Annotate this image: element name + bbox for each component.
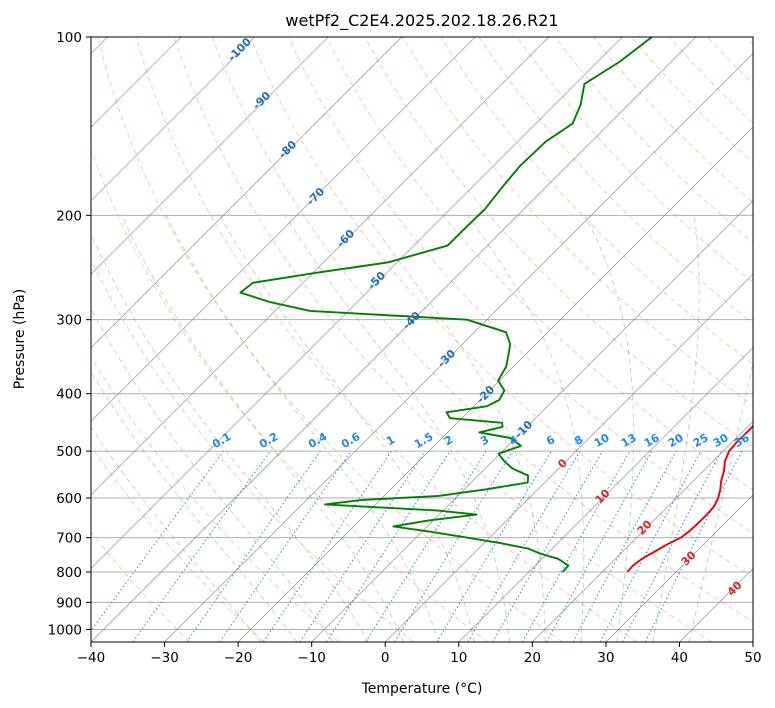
- moist-adiabat-line: [219, 215, 475, 642]
- mixing-ratio-line: [394, 450, 514, 642]
- x-axis: −40 −30 −20 −10 0 10 20 30 40 50: [77, 642, 762, 666]
- isotherm-line: [91, 37, 476, 422]
- mixing-ratio-line: [263, 450, 392, 642]
- profile-lines: [239, 37, 753, 573]
- isotherm-line: [91, 37, 403, 349]
- chart-title: wetPf2_C2E4.2025.202.18.26.R21: [285, 11, 558, 31]
- mixing-ratio-line: [299, 450, 426, 642]
- dry-adiabat-line: [91, 258, 414, 642]
- mixing-ratio-line: [186, 450, 321, 642]
- isotherm-line: [458, 347, 753, 642]
- moist-adiabat-line: [91, 232, 369, 642]
- y-tick-label: 900: [56, 595, 82, 611]
- mixing-ratio-line: [91, 450, 224, 632]
- isotherm-line: [91, 37, 623, 570]
- x-tick-label: 50: [744, 650, 761, 666]
- moist-adiabat-line: [652, 215, 700, 642]
- dry-adiabat-line: [402, 37, 753, 407]
- moist-adiabat-line: [467, 215, 585, 642]
- y-tick-label: 100: [56, 30, 82, 46]
- isotherm-line: [91, 37, 550, 496]
- mixing-ratio-line: [219, 450, 352, 642]
- mixing-ratio-line: [326, 450, 451, 642]
- moist-adiabat-line: [284, 215, 511, 642]
- y-tick-label: 200: [56, 208, 82, 224]
- dry-adiabat-line: [91, 445, 265, 642]
- x-tick-label: 30: [597, 650, 614, 666]
- mixing-ratio-line: [132, 450, 271, 642]
- x-tick-label: −30: [150, 650, 179, 666]
- plot-frame: [90, 36, 754, 643]
- isotherm-line: [91, 37, 255, 202]
- y-tick-label: 700: [56, 531, 82, 547]
- x-tick-label: −10: [297, 650, 326, 666]
- y-axis: 100 200 300 400 500 600 700 800 900 1000: [48, 30, 91, 638]
- dry-adiabat-line: [97, 37, 563, 642]
- moist-adiabat-line: [91, 307, 334, 642]
- dewpoint-profile-line: [239, 37, 653, 573]
- dry-adiabat-line: [211, 37, 753, 623]
- dry-adiabat-line: [91, 531, 191, 642]
- x-tick-label: −40: [77, 650, 106, 666]
- y-axis-label: Pressure (hPa): [12, 289, 28, 389]
- moist-adiabat-line: [688, 360, 753, 642]
- moist-adiabat-line: [584, 215, 635, 642]
- isotherm-line: [311, 200, 753, 642]
- mixing-ratio-line: [546, 450, 653, 642]
- y-tick-label: 400: [56, 387, 82, 403]
- isotherm-line: [91, 37, 329, 275]
- moist-adiabat-line: [365, 215, 546, 642]
- background-lines: [91, 37, 753, 642]
- temperature-profile-line: [626, 424, 753, 573]
- dry-adiabat-line: [440, 37, 753, 365]
- x-tick-label: 40: [671, 650, 688, 666]
- y-tick-label: 600: [56, 491, 82, 507]
- dry-adiabat-line: [91, 355, 340, 642]
- dry-adiabat-line: [287, 37, 753, 534]
- y-tick-label: 300: [56, 313, 82, 329]
- y-tick-label: 500: [56, 444, 82, 460]
- isotherm-line: [91, 37, 697, 642]
- x-tick-label: 10: [450, 650, 467, 666]
- isotherm-line: [605, 494, 753, 642]
- isotherm-line: [532, 420, 753, 642]
- x-tick-label: 20: [524, 650, 541, 666]
- mixing-ratio-line: [572, 450, 677, 642]
- isotherm-line: [164, 52, 753, 642]
- y-tick-label: 1000: [48, 622, 82, 638]
- dry-adiabat-line: [135, 37, 638, 642]
- moist-adiabat-line: [91, 370, 298, 642]
- x-tick-label: 0: [381, 650, 390, 666]
- dry-adiabat-line: [91, 148, 489, 642]
- x-tick-label: −20: [224, 650, 253, 666]
- y-tick-label: 800: [56, 565, 82, 581]
- isotherm-line: [237, 126, 753, 642]
- x-axis-label: Temperature (°C): [361, 681, 483, 697]
- moist-adiabat-line: [121, 215, 405, 642]
- dry-adiabat-line: [249, 37, 753, 578]
- dry-adiabat-line: [516, 37, 753, 284]
